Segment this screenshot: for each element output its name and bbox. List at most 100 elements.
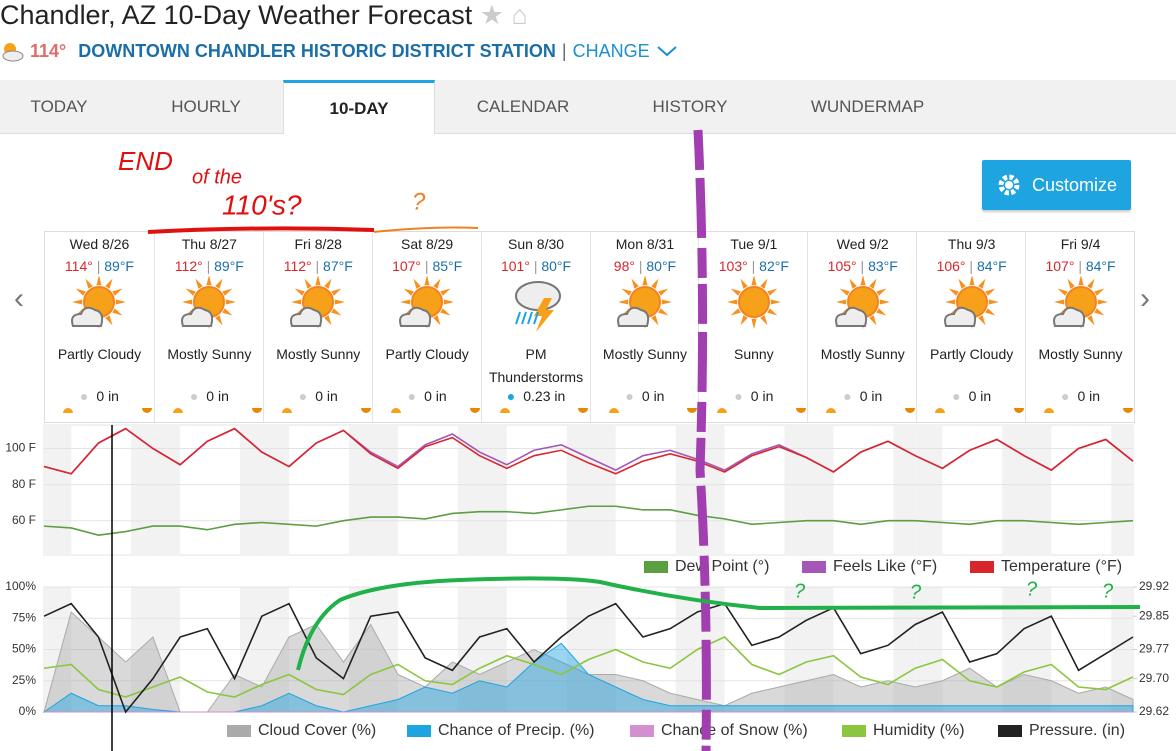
drop-icon: ● [407, 388, 417, 404]
rain [515, 311, 521, 325]
high-temp: 107° [1045, 258, 1075, 274]
tab[interactable]: WUNDERMAP [810, 97, 925, 116]
precip: ● 0 in [699, 388, 808, 404]
next-arrow[interactable]: › [1140, 282, 1150, 315]
precip-amount: 0 in [859, 388, 883, 404]
home-icon[interactable]: ⌂ [511, 0, 528, 30]
weather-icon [616, 276, 672, 329]
customize-button[interactable]: Customize [982, 160, 1131, 210]
sun-ray [206, 276, 212, 286]
day-name: Sun 8/30 [508, 236, 565, 252]
tab[interactable]: CALENDAR [476, 97, 570, 116]
sun-ray [1093, 288, 1104, 296]
prev-arrow[interactable]: ‹ [14, 282, 24, 315]
sun-ray [879, 299, 890, 305]
station-name[interactable]: DOWNTOWN CHANDLER HISTORIC DISTRICT STAT… [78, 40, 556, 61]
precip: ● 0 in [45, 388, 154, 404]
sun-icon [1044, 408, 1055, 413]
legend-swatch [407, 725, 431, 737]
sun-ray [112, 288, 123, 296]
night-band [44, 425, 72, 555]
sun-ray [730, 288, 741, 296]
y-tick-label: 0% [19, 704, 37, 718]
tab[interactable]: 10-DAY [283, 80, 435, 134]
change-link[interactable]: CHANGE [572, 40, 650, 61]
sun-icon [390, 408, 401, 413]
weather-icon [181, 276, 237, 329]
tab[interactable]: TODAY [30, 97, 88, 116]
sun-ray [948, 288, 959, 296]
night-band [1024, 425, 1052, 555]
separator: | [634, 258, 647, 274]
series-line [43, 636, 1134, 698]
cloud [290, 306, 323, 327]
legend-label: Humidity (%) [873, 722, 965, 739]
high-temp: 103° [718, 258, 748, 274]
series-line [43, 602, 1134, 714]
precip-amount: 0 in [750, 388, 774, 404]
moon-icon [1122, 408, 1133, 413]
night-band [675, 425, 698, 555]
night-band [240, 425, 262, 555]
night-band [806, 425, 834, 555]
weather-icon [399, 276, 455, 329]
condition: Mostly Sunny [276, 346, 361, 362]
drop-icon: ● [1061, 388, 1070, 404]
sun-ray [1067, 278, 1075, 289]
day-name: Fri 8/28 [294, 236, 342, 252]
series-line [43, 505, 1134, 536]
separator: | [311, 258, 324, 274]
legend-swatch [842, 725, 866, 737]
moon-icon [360, 408, 371, 413]
night-band [784, 425, 807, 555]
cloud [616, 306, 650, 327]
day-column: Wed 8/26 114° | 89°F Partly Cloudy ● 0 in [45, 232, 154, 422]
precip: ● 0 in [1026, 388, 1135, 404]
tab[interactable]: HOURLY [171, 97, 241, 116]
sun-icon [826, 408, 837, 413]
sun-ray [839, 288, 850, 296]
weather-icon [943, 276, 999, 329]
sun-icon [281, 408, 292, 413]
chevron[interactable] [656, 44, 678, 58]
sun-ray [182, 299, 193, 305]
sun-ray [740, 278, 748, 289]
star-icon[interactable]: ★ [479, 0, 504, 30]
legend-label: Cloud Cover (%) [258, 722, 376, 739]
separator: | [561, 40, 567, 61]
day-name: Tue 9/1 [730, 236, 778, 252]
separator: | [202, 258, 215, 274]
drop-icon: ● [625, 388, 634, 404]
annotation: ? [910, 581, 922, 603]
sun-ray [1086, 278, 1095, 289]
y-tick-label: 50% [12, 642, 36, 656]
y2-tick-label: 29.70 [1139, 671, 1169, 685]
high-temp: 114° [64, 258, 93, 274]
precip: ● 0 in [808, 388, 917, 404]
sun-ray [195, 278, 204, 289]
annotation: of the [192, 166, 242, 188]
annotation: ? [794, 580, 806, 602]
sun-ray [726, 299, 738, 305]
sun-ray [294, 288, 305, 296]
sun-icon [717, 408, 728, 413]
tab[interactable]: HISTORY [652, 97, 728, 116]
sun-ray [658, 288, 669, 296]
sun-ray [331, 308, 342, 316]
sun-ray [621, 288, 632, 296]
night-band [915, 425, 943, 555]
day-column: Thu 8/27 112° | 89°F Mostly Sunny ● 0 in [153, 232, 264, 422]
high-temp: 107° [392, 258, 422, 274]
sun-ray [440, 308, 451, 316]
day-name: Fri 9/4 [1060, 236, 1101, 252]
weather-icon [71, 276, 127, 329]
cloud [399, 306, 432, 327]
separator: | [747, 258, 760, 274]
day-temps: 112° | 87°F [264, 258, 373, 274]
sun-ray [849, 278, 857, 289]
day-temps: 107° | 84°F [1026, 258, 1135, 274]
low-temp: 82°F [759, 258, 789, 274]
moon-icon [687, 408, 698, 413]
day-temps: 101° | 80°F [482, 258, 591, 274]
sun-ray [112, 308, 123, 316]
